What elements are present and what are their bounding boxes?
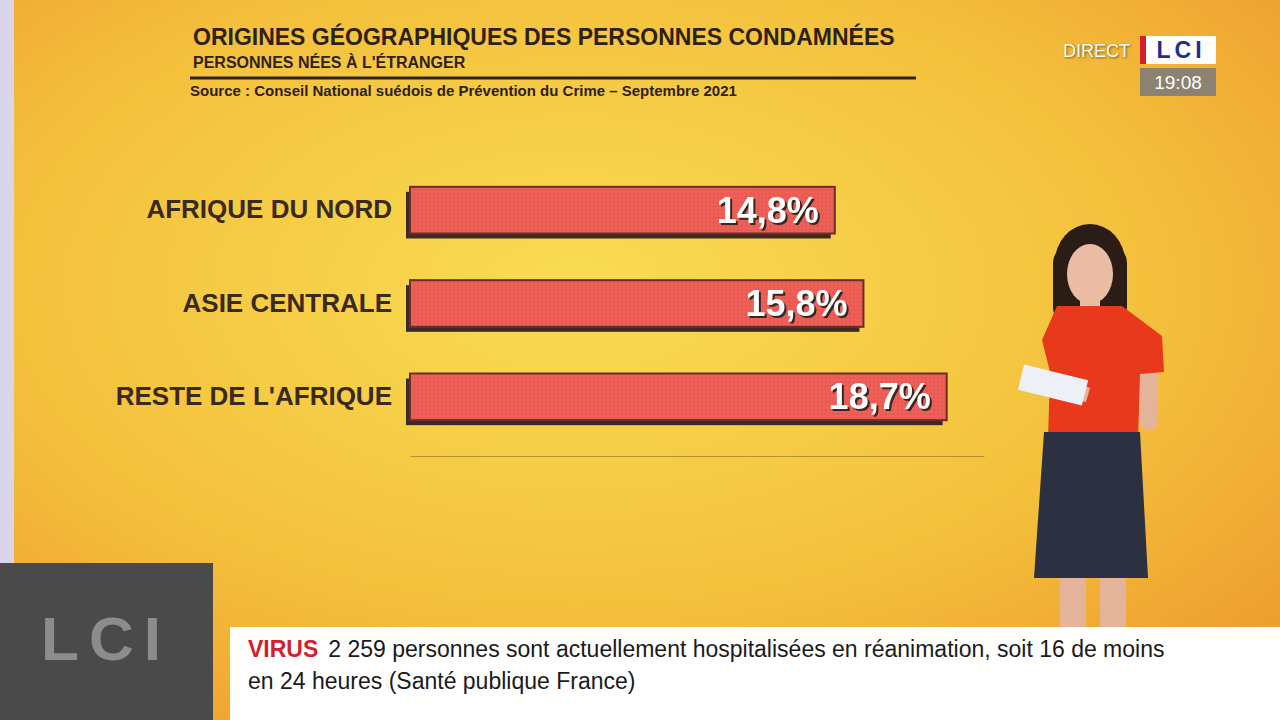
bar (410, 187, 835, 234)
category-label: AFRIQUE DU NORD (146, 194, 392, 224)
bar (410, 374, 947, 421)
ticker: VIRUS2 259 personnes sont actuellement h… (230, 627, 1280, 720)
stage: ORIGINES GÉOGRAPHIQUES DES PERSONNES CON… (0, 0, 1280, 720)
category-label: RESTE DE L'AFRIQUE (116, 381, 392, 411)
x-axis (411, 456, 985, 457)
bars (406, 187, 947, 425)
data-label: 15,8% (745, 283, 847, 324)
background (0, 0, 1280, 720)
title: ORIGINES GÉOGRAPHIQUES DES PERSONNES CON… (193, 23, 895, 50)
canvas: ORIGINES GÉOGRAPHIQUES DES PERSONNES CON… (0, 0, 1280, 720)
title-rule (190, 77, 916, 80)
logo-accent (1140, 36, 1146, 64)
presenter-arm (1140, 368, 1158, 430)
presenter-face (1067, 244, 1113, 304)
ticker-label: VIRUS (248, 636, 318, 662)
x-axis-line (411, 456, 985, 457)
data-label: 14,8% (717, 190, 819, 231)
live-label: DIRECT (1063, 41, 1130, 61)
corner-logo: LCI (41, 604, 171, 673)
time: 19:08 (1154, 72, 1202, 93)
time-box (1140, 68, 1216, 96)
category-label: ASIE CENTRALE (183, 288, 392, 318)
data-label: 18,7% (829, 376, 931, 417)
left-strip (0, 0, 14, 563)
channel-logo: LCI (1156, 37, 1205, 63)
presenter-skirt (1034, 432, 1148, 578)
subtitle: PERSONNES NÉES À L'ÉTRANGER (193, 53, 466, 71)
presenter-card (1018, 364, 1088, 405)
source: Source : Conseil National suédois de Pré… (190, 82, 737, 99)
y-tick: ASIE CENTRALE (183, 288, 392, 318)
y-axis: AFRIQUE DU NORD ASIE CENTRALE RESTE DE L'A… (116, 194, 392, 411)
y-tick: AFRIQUE DU NORD (146, 194, 392, 224)
y-tick: RESTE DE L'AFRIQUE (116, 381, 392, 411)
corner-box (0, 563, 213, 720)
logo-box (1140, 36, 1216, 64)
data-labels: 14,8% 15,8% 18,7% (717, 190, 931, 418)
presenter-top (1042, 306, 1164, 440)
bar (410, 280, 863, 327)
ticker-text: 2 259 personnes sont actuellement hospit… (248, 636, 1164, 694)
